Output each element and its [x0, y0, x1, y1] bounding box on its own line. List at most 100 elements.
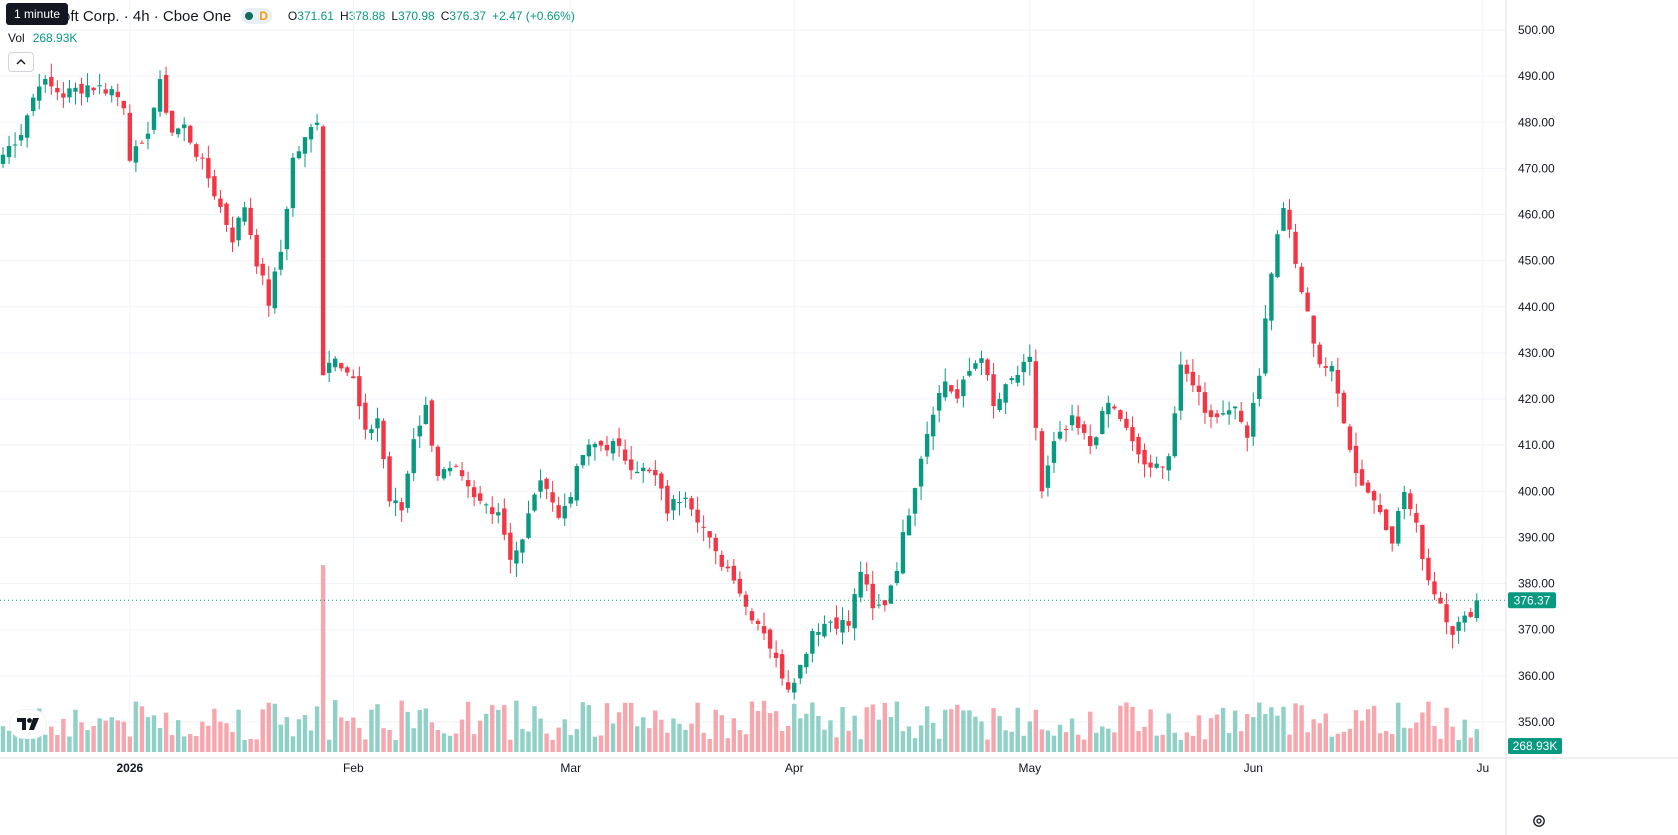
- volume-bar: [665, 732, 670, 752]
- volume-bar: [157, 728, 163, 752]
- volume-bar: [550, 739, 555, 752]
- price-tick-label: 500.00: [1518, 23, 1555, 37]
- candle-body: [1335, 369, 1341, 394]
- volume-bar: [1329, 736, 1334, 752]
- volume-bar: [689, 723, 694, 752]
- volume-label[interactable]: Vol: [8, 31, 25, 45]
- volume-bar: [1100, 726, 1105, 752]
- candle-body: [1142, 449, 1147, 465]
- candle-body: [411, 439, 416, 474]
- volume-bar: [212, 708, 217, 752]
- volume-bar: [502, 705, 507, 752]
- price-tick-label: 370.00: [1518, 623, 1555, 637]
- tradingview-logo-icon[interactable]: [10, 710, 46, 738]
- volume-bar: [659, 719, 664, 752]
- volume-bar: [930, 722, 936, 752]
- volume-bar: [798, 718, 803, 752]
- volume-bar: [278, 724, 284, 752]
- volume-bar: [121, 721, 126, 752]
- volume-bar: [822, 729, 827, 752]
- candle-body: [568, 496, 573, 504]
- volume-bar: [858, 739, 863, 752]
- symbol-title[interactable]: oft Corp. · 4h · Cboe One: [62, 7, 232, 25]
- candle-body: [1112, 406, 1117, 409]
- volume-bar: [67, 736, 72, 752]
- interval-badge: D: [259, 9, 268, 23]
- candle-body: [1414, 513, 1419, 523]
- volume-bar: [538, 718, 543, 752]
- candle-body: [1039, 431, 1045, 492]
- candle-body: [1426, 557, 1431, 581]
- volume-bar: [677, 723, 682, 752]
- candle-body: [284, 208, 290, 250]
- candle-body: [1051, 441, 1057, 463]
- volume-bar: [985, 739, 990, 752]
- candle-body: [230, 227, 235, 243]
- volume-bar: [188, 734, 193, 752]
- volume-bar: [127, 736, 133, 752]
- candle-body: [79, 83, 84, 94]
- candle-body: [453, 466, 459, 468]
- volume-bar: [937, 738, 942, 752]
- candle-body: [864, 574, 869, 585]
- volume-bar: [979, 721, 984, 752]
- volume-bar: [441, 733, 447, 752]
- candle-body: [1003, 384, 1008, 403]
- market-status-pill[interactable]: D: [241, 8, 272, 24]
- volume-bar: [465, 701, 471, 752]
- volume-bar: [761, 700, 767, 752]
- volume-bar: [991, 707, 996, 752]
- price-tick-label: 360.00: [1518, 669, 1555, 683]
- candle-body: [689, 498, 694, 510]
- gear-icon[interactable]: [1530, 812, 1548, 830]
- volume-bar: [810, 702, 815, 752]
- candle-body: [604, 444, 610, 451]
- time-tick-label: Mar: [560, 761, 581, 775]
- candle-body: [1462, 615, 1467, 623]
- candle-body: [12, 144, 18, 146]
- candle-body: [1329, 365, 1334, 372]
- candle-body: [405, 473, 410, 509]
- candle-body: [1124, 418, 1129, 428]
- candle-body: [622, 449, 628, 461]
- volume-bar: [918, 725, 924, 752]
- candle-body: [127, 112, 133, 161]
- volume-bar: [713, 709, 718, 752]
- candle-body: [1009, 378, 1014, 381]
- volume-bar: [151, 715, 157, 752]
- candle-body: [876, 604, 881, 606]
- volume-bar: [31, 727, 36, 752]
- candle-body: [804, 653, 809, 668]
- candle-body: [314, 122, 320, 126]
- volume-bar: [973, 716, 978, 752]
- candle-body: [544, 478, 549, 489]
- volume-bar: [749, 701, 755, 752]
- candle-body: [206, 158, 211, 179]
- volume-bar: [1027, 721, 1032, 752]
- volume-bar: [496, 709, 501, 752]
- candle-body: [133, 146, 139, 163]
- volume-bar: [532, 706, 537, 752]
- volume-bar: [363, 739, 368, 752]
- candle-body: [1383, 509, 1389, 531]
- candle-body: [991, 374, 996, 407]
- candle-body: [496, 512, 501, 516]
- time-tick-label: Feb: [343, 761, 364, 775]
- candle-body: [1178, 364, 1183, 411]
- candle-body: [955, 389, 960, 399]
- candle-body: [967, 370, 972, 376]
- volume-bar: [1009, 731, 1014, 752]
- volume-bar: [345, 721, 350, 752]
- volume-bar: [6, 730, 12, 752]
- candle-body: [339, 363, 344, 369]
- candle-body: [1045, 465, 1051, 488]
- candle-body: [719, 554, 724, 567]
- volume-bar: [1039, 729, 1045, 752]
- volume-bar: [471, 734, 477, 752]
- volume-bar: [786, 725, 791, 752]
- candle-body: [1214, 413, 1220, 418]
- collapse-legend-button[interactable]: [8, 52, 34, 72]
- candle-body: [1251, 402, 1256, 437]
- candle-body: [103, 89, 108, 94]
